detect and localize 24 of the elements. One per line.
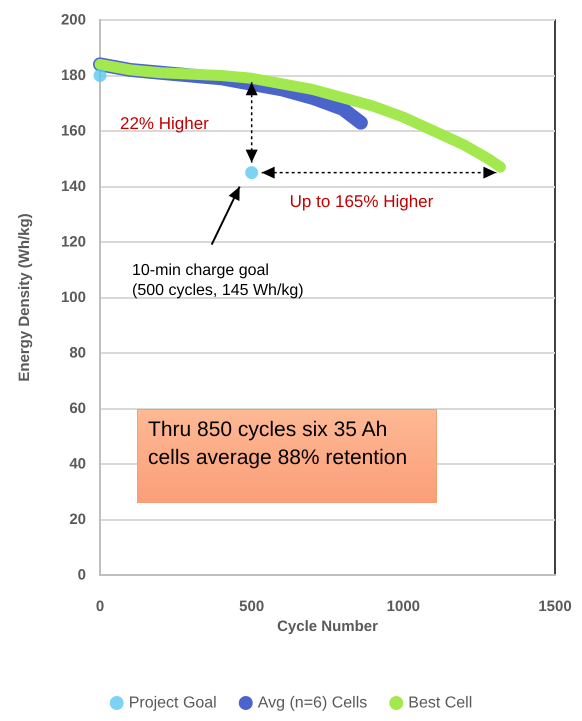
x-tick-label: 1000 bbox=[386, 598, 420, 615]
y-tick-label: 20 bbox=[69, 511, 86, 528]
y-tick-label: 60 bbox=[69, 400, 86, 417]
annotation: 22% Higher bbox=[120, 113, 209, 136]
x-axis-title: Cycle Number bbox=[277, 618, 378, 635]
y-tick-label: 80 bbox=[69, 344, 86, 362]
y-tick-label: 160 bbox=[60, 122, 86, 140]
x-tick-label: 500 bbox=[239, 598, 264, 615]
y-tick-label: 200 bbox=[60, 12, 86, 28]
legend-label: Project Goal bbox=[128, 694, 217, 712]
y-tick-label: 120 bbox=[60, 234, 86, 250]
y-tick-label: 100 bbox=[60, 289, 86, 306]
x-tick-label: 1500 bbox=[538, 598, 572, 615]
x-tick-label: 0 bbox=[96, 598, 104, 615]
annotation: Up to 165% Higher bbox=[290, 190, 434, 213]
annotation: 10-min charge goal (500 cycles, 145 Wh/kg) bbox=[132, 260, 304, 302]
y-tick-label: 0 bbox=[78, 566, 86, 584]
legend-label: Best Cell bbox=[408, 694, 472, 712]
annotation: Thru 850 cycles six 35 Ah cells average 88% retention bbox=[137, 408, 437, 503]
y-axis-title: Energy Density (Wh/kg) bbox=[16, 213, 33, 382]
y-tick-label: 180 bbox=[60, 67, 86, 84]
y-tick-label: 140 bbox=[60, 178, 86, 195]
y-tick-label: 40 bbox=[69, 456, 86, 472]
legend-label: Avg (n=6) Cells bbox=[258, 694, 368, 712]
